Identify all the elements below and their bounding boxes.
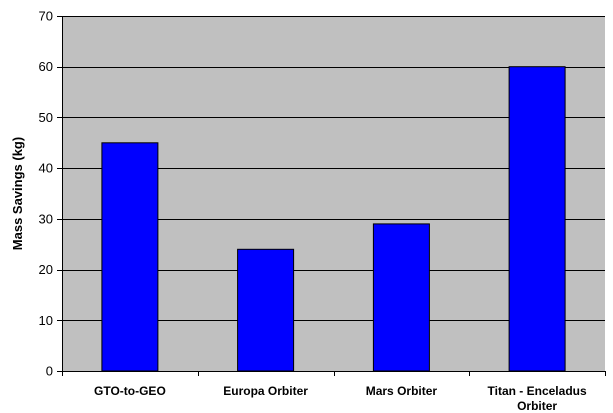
y-tick-label: 70 bbox=[39, 9, 53, 24]
y-tick-label: 30 bbox=[39, 211, 53, 226]
y-tick-label: 40 bbox=[39, 161, 53, 176]
x-category-label: Titan - Enceladus bbox=[488, 384, 587, 398]
y-tick-label: 10 bbox=[39, 313, 53, 328]
y-tick-label: 0 bbox=[46, 364, 53, 379]
y-tick-label: 20 bbox=[39, 262, 53, 277]
y-tick-label: 50 bbox=[39, 110, 53, 125]
bar bbox=[372, 223, 430, 372]
bar bbox=[101, 142, 159, 372]
x-category-label: GTO-to-GEO bbox=[94, 384, 166, 398]
x-category-label: Europa Orbiter bbox=[223, 384, 308, 398]
y-tick-labels: 0 10 20 30 40 50 60 70 bbox=[39, 9, 53, 379]
bar bbox=[237, 248, 295, 372]
x-category-label: Orbiter bbox=[517, 399, 557, 413]
bar bbox=[508, 66, 566, 372]
y-axis-title: Mass Savings (kg) bbox=[10, 137, 25, 250]
axes bbox=[57, 16, 606, 376]
x-category-labels: GTO-to-GEO Europa Orbiter Mars Orbiter Tita… bbox=[94, 384, 587, 413]
y-tick-label: 60 bbox=[39, 59, 53, 74]
x-category-label: Mars Orbiter bbox=[366, 384, 438, 398]
